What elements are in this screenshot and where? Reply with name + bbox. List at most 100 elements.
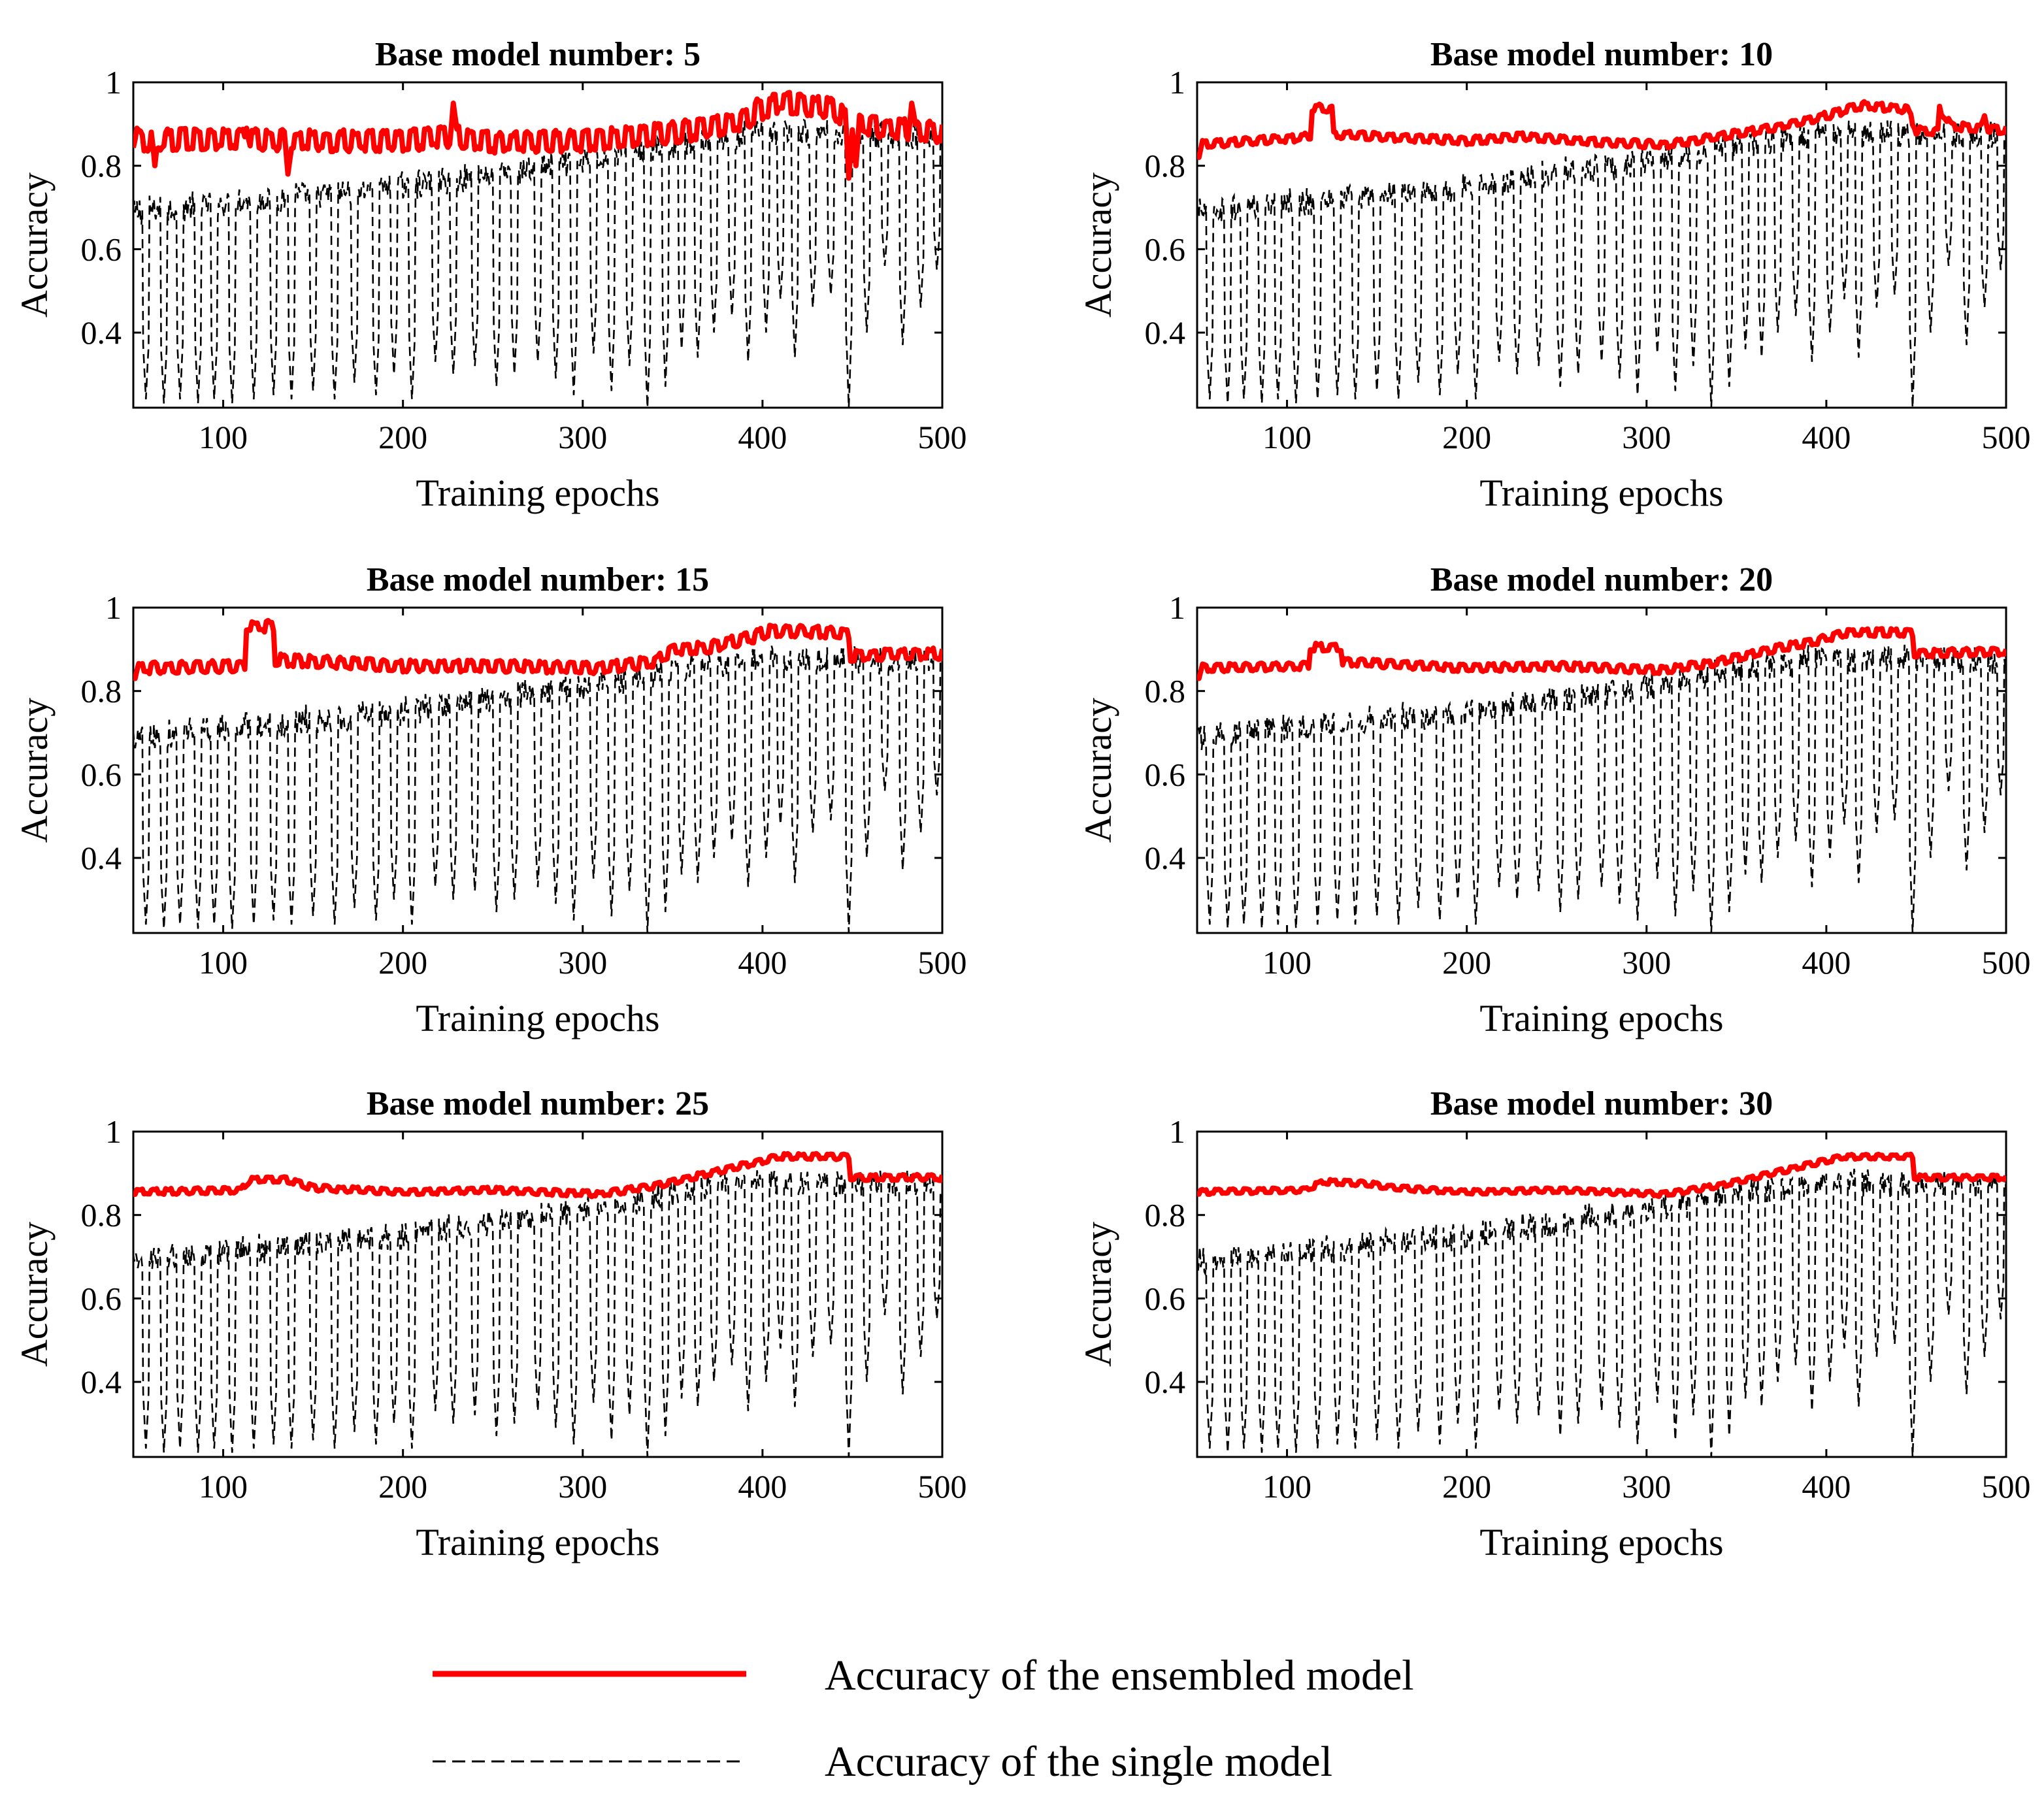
x-tick-label: 200 <box>1442 419 1491 455</box>
x-tick-label: 500 <box>1982 419 2031 455</box>
y-tick-label: 0.8 <box>81 673 122 710</box>
x-tick-label: 200 <box>1442 944 1491 981</box>
plot-frame <box>132 81 944 409</box>
x-tick-label: 200 <box>378 944 427 981</box>
y-tick-label: 0.4 <box>81 1364 122 1400</box>
y-tick-label: 1 <box>105 589 122 626</box>
x-tick-label: 400 <box>1802 944 1851 981</box>
x-axis-label: Training epochs <box>1479 472 1723 514</box>
chart-title: Base model number: 10 <box>1430 36 1773 73</box>
x-axis-label: Training epochs <box>416 997 659 1039</box>
legend: Accuracy of the ensembled model Accuracy… <box>433 1652 1414 1786</box>
y-tick-label: 0.8 <box>1145 673 1186 710</box>
x-tick-label: 200 <box>1442 1468 1491 1505</box>
single-model-line <box>133 645 942 933</box>
y-tick-label: 1 <box>1169 64 1185 101</box>
chart-title: Base model number: 25 <box>367 1085 709 1122</box>
plot-frame <box>1196 81 2007 409</box>
x-tick-label: 500 <box>1982 944 2031 981</box>
ensembled-model-line <box>133 1151 942 1200</box>
panels: Base model number: 5 100 200 300 400 500 0.4 0.… <box>13 36 2031 1563</box>
y-tick-label: 1 <box>1169 589 1185 626</box>
x-axis-label: Training epochs <box>1479 997 1723 1039</box>
legend-single-label: Accuracy of the single model <box>825 1738 1332 1786</box>
chart-title: Base model number: 30 <box>1430 1085 1773 1122</box>
chart-title: Base model number: 15 <box>367 561 709 598</box>
chart-panel-3: Base model number: 15 100 200 300 400 500 0.4 0… <box>13 561 967 1039</box>
chart-panel-6: Base model number: 30 100 200 300 400 500 0.4 0… <box>1077 1085 2031 1563</box>
y-tick-label: 0.4 <box>1145 1364 1186 1400</box>
y-tick-label: 0.8 <box>81 1197 122 1234</box>
x-axis-label: Training epochs <box>416 1521 659 1563</box>
y-tick-label: 0.6 <box>81 1280 122 1316</box>
y-tick-label: 0.4 <box>81 840 122 876</box>
y-tick-label: 0.6 <box>1145 231 1186 267</box>
y-axis-label: Accuracy <box>1077 172 1119 318</box>
x-tick-label: 100 <box>199 419 248 455</box>
y-tick-label: 1 <box>1169 1113 1185 1150</box>
ensembled-model-line <box>1197 626 2006 681</box>
chart-title: Base model number: 20 <box>1430 561 1773 598</box>
y-tick-label: 0.6 <box>1145 756 1186 793</box>
y-tick-label: 0.8 <box>1145 1197 1186 1234</box>
x-tick-label: 300 <box>558 1468 607 1505</box>
x-tick-label: 300 <box>1622 419 1671 455</box>
x-tick-label: 300 <box>558 419 607 455</box>
single-model-line <box>1197 120 2006 408</box>
x-tick-label: 500 <box>918 419 967 455</box>
x-tick-label: 100 <box>1262 944 1311 981</box>
x-tick-label: 500 <box>1982 1468 2031 1505</box>
y-axis-label: Accuracy <box>1077 1222 1119 1367</box>
plot-frame <box>132 606 944 934</box>
chart-panel-4: Base model number: 20 100 200 300 400 500 0.4 0… <box>1077 561 2031 1039</box>
x-tick-label: 400 <box>738 419 787 455</box>
plot-frame <box>1196 1130 2007 1458</box>
y-tick-label: 0.6 <box>81 231 122 267</box>
y-tick-label: 0.4 <box>81 314 122 351</box>
y-tick-label: 1 <box>105 1113 122 1150</box>
plot-frame <box>132 1130 944 1458</box>
x-axis-label: Training epochs <box>416 472 659 514</box>
x-tick-label: 200 <box>378 1468 427 1505</box>
y-tick-label: 0.8 <box>1145 148 1186 184</box>
x-tick-label: 300 <box>1622 1468 1671 1505</box>
ensembled-model-line <box>133 617 942 681</box>
x-axis-label: Training epochs <box>1479 1521 1723 1563</box>
x-tick-label: 500 <box>918 1468 967 1505</box>
legend-ensembled-label: Accuracy of the ensembled model <box>825 1652 1414 1699</box>
y-tick-label: 1 <box>105 64 122 101</box>
x-tick-label: 400 <box>1802 1468 1851 1505</box>
y-axis-label: Accuracy <box>13 172 56 318</box>
y-tick-label: 0.4 <box>1145 314 1186 351</box>
y-tick-label: 0.4 <box>1145 840 1186 876</box>
ensembled-model-line <box>1197 1151 2006 1200</box>
x-tick-label: 500 <box>918 944 967 981</box>
ensembled-model-line <box>133 90 942 181</box>
x-tick-label: 100 <box>199 1468 248 1505</box>
plot-frame <box>1196 606 2007 934</box>
chart-panel-2: Base model number: 10 100 200 300 400 500 0.4 0… <box>1077 36 2031 514</box>
chart-panel-1: Base model number: 5 100 200 300 400 500 0.4 0.… <box>13 36 967 514</box>
x-tick-label: 400 <box>738 1468 787 1505</box>
x-tick-label: 100 <box>1262 1468 1311 1505</box>
single-model-line <box>133 118 942 408</box>
single-model-line <box>1197 1168 2006 1457</box>
x-tick-label: 100 <box>199 944 248 981</box>
chart-title: Base model number: 5 <box>375 36 701 73</box>
x-tick-label: 200 <box>378 419 427 455</box>
x-tick-label: 400 <box>1802 419 1851 455</box>
chart-panel-5: Base model number: 25 100 200 300 400 500 0.4 0… <box>13 1085 967 1563</box>
y-axis-label: Accuracy <box>13 1222 56 1367</box>
ensembled-model-line <box>1197 99 2006 160</box>
x-tick-label: 100 <box>1262 419 1311 455</box>
y-axis-label: Accuracy <box>13 698 56 843</box>
y-tick-label: 0.6 <box>1145 1280 1186 1316</box>
x-tick-label: 300 <box>558 944 607 981</box>
y-tick-label: 0.8 <box>81 148 122 184</box>
y-tick-label: 0.6 <box>81 756 122 793</box>
single-model-line <box>1197 644 2006 933</box>
y-axis-label: Accuracy <box>1077 698 1119 843</box>
x-tick-label: 300 <box>1622 944 1671 981</box>
x-tick-label: 400 <box>738 944 787 981</box>
